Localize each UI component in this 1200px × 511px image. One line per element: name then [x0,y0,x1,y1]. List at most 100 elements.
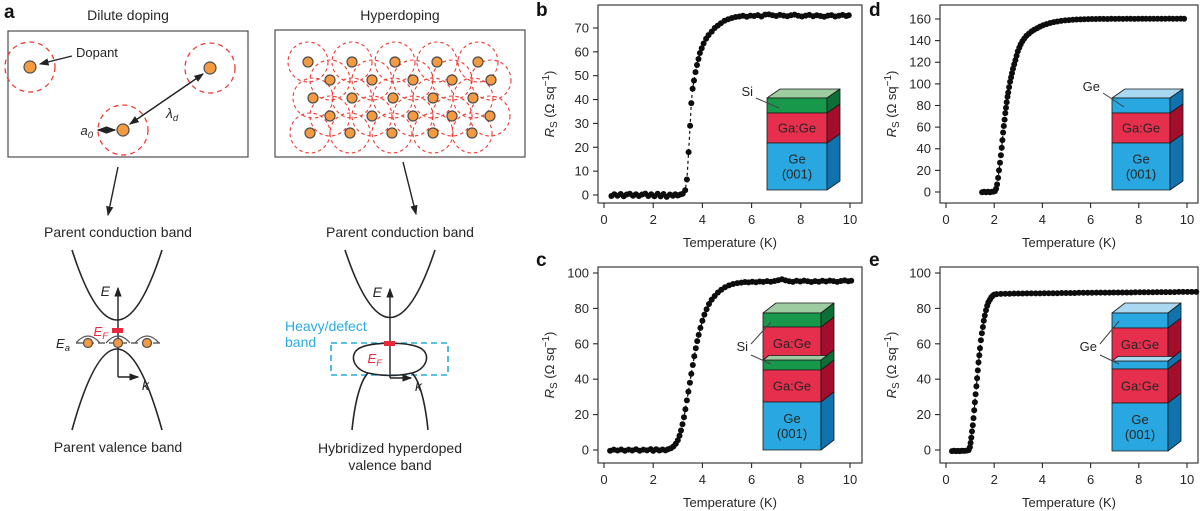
bohr-radius-circle [184,42,236,94]
y-tick-label: 10 [575,164,589,179]
data-point [983,307,989,314]
plot-frame [597,4,863,204]
data-point [1136,289,1143,296]
data-point [689,362,696,368]
x-tick-label: 6 [1087,472,1094,487]
lambda-d-arrow [128,73,205,125]
parent-conduction-band-label: Parent conduction band [326,224,474,240]
data-point [1015,290,1022,297]
data-point [1171,289,1178,296]
data-point [1158,289,1165,296]
x-tick-label: 4 [1039,472,1046,487]
data-point [1084,289,1091,296]
data-series [949,288,1200,455]
data-series [979,15,1188,196]
data-point [976,352,983,359]
y-axis-title: RS (Ω sq−1) [541,71,560,138]
data-point [679,421,686,428]
x-tick-label: 2 [991,212,998,227]
x-tick-label: 6 [748,472,755,487]
data-point [695,331,702,338]
y-tick-label: 30 [575,116,589,131]
dopant-label: Dopant [76,45,118,60]
y-tick-label: 60 [575,336,589,351]
dopant-atom [23,60,37,74]
data-point [691,77,697,84]
stack-layer-front [1111,97,1171,114]
fermi-level-label: EF [94,324,110,342]
stack-layer-label: Ga:Ge [1122,121,1160,136]
y-axis: 0 20 40 60 80 100 RS (Ω sq−1) [883,266,940,458]
data-point [1145,289,1152,296]
data-point [698,45,705,52]
data-point [1003,104,1009,111]
data-point [966,444,973,451]
acceptor-atom [82,337,94,349]
acceptor-atom [141,337,153,349]
y-tick-label: 40 [917,372,931,387]
stack-pointer-line [755,97,780,109]
y-tick-label: 100 [909,76,931,91]
stack-layer-label: Ge [788,152,805,167]
x-tick-label: 0 [600,212,607,227]
dilute-doping-box: Dopant a0 λd [4,30,249,158]
hyperdoping-title: Hyperdoping [360,7,439,23]
data-point [1110,289,1117,296]
chart-panel-d: 0 2 4 6 8 10 Temperature (K) 0 20 40 60 80 100 120 140… [883,4,1199,250]
data-point [681,414,687,421]
data-point [978,330,985,337]
plot-frame [597,266,863,464]
stack-layer-sliver [1111,356,1175,362]
valence-band-curve [71,348,163,431]
panel-letter-c: c [536,250,547,271]
bohr-radius-circle [4,41,56,93]
dilute-down-arrow [106,166,119,217]
data-point [682,187,689,194]
momentum-axis-label: k [142,377,150,393]
data-point [701,311,708,318]
dilute-doping-title: Dilute doping [87,7,169,23]
data-point [692,345,699,352]
data-point [997,159,1003,166]
data-point [994,181,1001,188]
stack-layer-label: Ga:Ge [1121,337,1159,352]
data-point [682,406,689,413]
data-point [975,359,982,366]
data-point [1003,99,1010,106]
data-point [685,149,692,156]
data-point [1184,288,1191,295]
y-tick-label: 20 [917,407,931,422]
hybridized-band-label-2: valence band [348,457,431,473]
x-axis: 0 2 4 6 8 10 Temperature (K) [600,203,857,250]
y-axis: 0 10 20 30 40 50 60 70 RS (Ω sq−1) [541,20,598,203]
data-point [697,324,704,331]
data-point [979,324,986,330]
stack-layer-front [1111,312,1169,329]
stack-layer-front [766,142,828,191]
stack-layer-sliver [762,355,828,361]
data-point [695,56,702,62]
stack-layer-label: Ge [1131,412,1148,427]
data-point [1054,290,1061,297]
valence-band-arm-left [351,372,369,431]
data-point [691,353,698,360]
stack-layer-label: Ga:Ge [773,379,811,394]
data-point [1006,84,1013,91]
layer-stack-inset: Ga:Ge Ga:Ge Ge(001) Si [736,302,835,451]
plot-frame [939,4,1199,204]
stack-pointer-label: Ge [1080,339,1097,354]
panel-letter-b: b [536,0,548,21]
energy-axis-label: E [373,284,383,300]
y-tick-label: 20 [575,407,589,422]
data-point [1019,290,1026,297]
x-axis-title: Temperature (K) [1022,235,1116,250]
stack-layer-label: Ga:Ge [778,121,816,136]
stack-layer-front [1111,142,1171,191]
chart-panel-e: 0 2 4 6 8 10 Temperature (K) 0 20 40 60 80 100 RS (Ω … [883,266,1200,510]
data-point [1063,290,1069,296]
heavy-defect-band-label: Heavy/defect [285,318,367,334]
x-tick-label: 4 [1039,212,1046,227]
